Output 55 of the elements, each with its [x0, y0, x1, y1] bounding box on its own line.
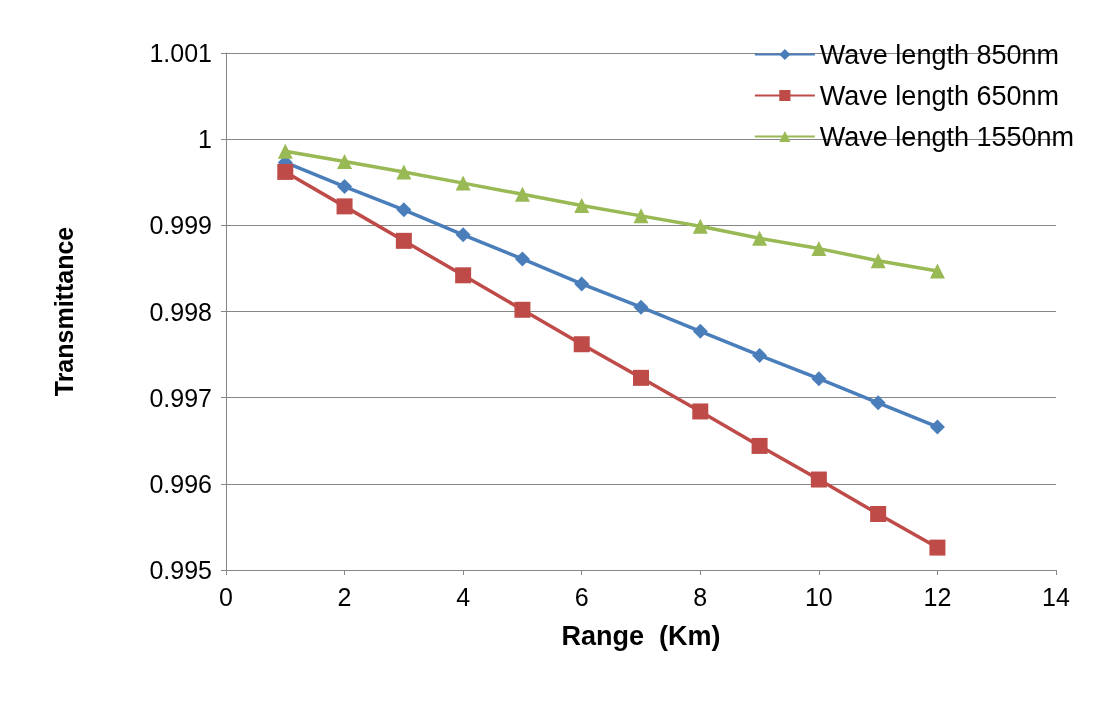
point	[514, 186, 530, 202]
point	[277, 143, 293, 159]
point	[395, 232, 412, 249]
point	[870, 253, 886, 269]
x-tick-label: 14	[1042, 582, 1070, 611]
point	[811, 241, 827, 257]
y-axis-title: Transmittance	[49, 226, 78, 397]
x-tick-label: 4	[456, 582, 471, 611]
point	[573, 336, 590, 353]
point	[752, 230, 768, 246]
y-tick-label: 0.995	[149, 556, 212, 584]
point	[633, 208, 649, 224]
point	[396, 202, 412, 218]
legend-label: Wave length 650nm	[819, 80, 1059, 111]
legend-label: Wave length 1550nm	[819, 121, 1074, 152]
y-tick-label: 0.999	[149, 211, 212, 240]
x-tick-label: 10	[804, 582, 833, 611]
x-axis-title: Range (Km)	[561, 620, 721, 651]
x-tick-label: 12	[923, 582, 952, 611]
x-tick-label: 8	[693, 582, 708, 611]
point	[455, 175, 471, 191]
y-tick-label: 0.998	[149, 297, 212, 326]
point	[810, 471, 827, 488]
y-tick-label: 1.001	[149, 39, 212, 67]
point	[455, 227, 471, 243]
point	[633, 299, 649, 315]
x-tick-label: 2	[337, 582, 352, 611]
point	[751, 437, 768, 454]
point	[692, 218, 708, 234]
x-tick-label: 0	[219, 582, 233, 611]
point	[396, 164, 412, 180]
point	[692, 403, 709, 420]
point	[692, 323, 708, 339]
point	[336, 198, 353, 215]
legend-label: Wave length 850nm	[819, 39, 1059, 70]
y-tick-label: 0.997	[149, 383, 212, 412]
point	[574, 198, 590, 214]
point	[337, 154, 353, 170]
point	[514, 301, 531, 318]
point	[870, 505, 887, 522]
point	[633, 369, 649, 386]
point	[929, 419, 945, 435]
x-tick-label: 6	[574, 582, 589, 611]
point	[929, 539, 946, 556]
point	[277, 163, 294, 180]
point	[752, 347, 768, 363]
y-tick-label: 0.996	[149, 469, 212, 498]
point	[514, 251, 530, 267]
point	[929, 263, 945, 279]
point	[455, 267, 472, 284]
point	[870, 395, 886, 411]
y-tick-label: 1	[198, 125, 212, 154]
point	[811, 371, 827, 387]
point	[574, 276, 590, 292]
point	[337, 179, 353, 195]
